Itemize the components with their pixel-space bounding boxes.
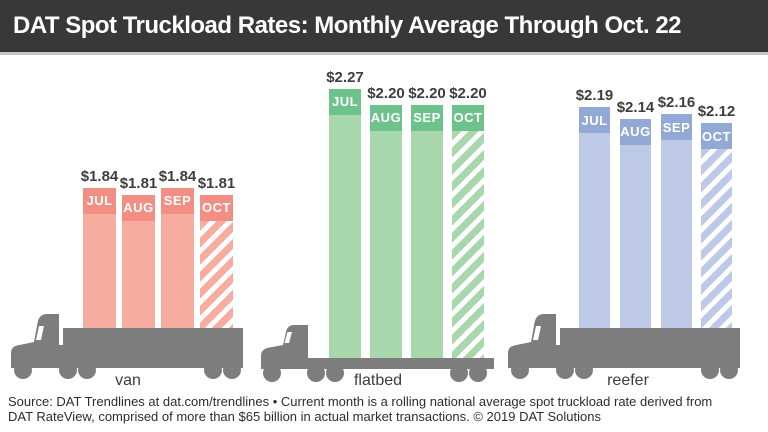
month-chip: SEP [161,187,194,214]
bar-value-label-flatbed-jul: $2.27 [326,68,364,86]
chart-group-reefer: $2.19 JUL $2.14 AUG $2.16 SEP $2.12 OCT [0,55,768,392]
bar-value-label-van-oct: $1.81 [197,174,236,192]
bar-body [661,140,692,334]
month-chip: JUL [579,107,610,134]
page-title: DAT Spot Truckload Rates: Monthly Averag… [13,12,682,39]
bar-value-label-van-sep: $1.84 [158,167,197,185]
bar-value-label-reefer-oct: $2.12 [697,103,736,121]
bar-body [329,114,361,360]
footnote-line-1: Source: DAT Trendlines at dat.com/trendl… [8,394,713,409]
month-chip: OCT [200,194,233,221]
month-chip: AUG [620,118,651,145]
group-label-reefer: reefer [607,372,649,389]
bar-van-sep: SEP [161,187,194,334]
bar-van-aug: AUG [122,194,155,334]
bar-value-label-van-jul: $1.84 [80,167,119,185]
month-chip: JUL [329,88,361,115]
reefer-truck-icon [505,304,745,384]
month-chip: JUL [83,187,116,214]
bar-value-label-reefer-aug: $2.14 [616,98,655,116]
bar-flatbed-jul: JUL [329,88,361,360]
month-chip: OCT [452,104,484,131]
bar-reefer-sep: SEP [661,114,692,334]
month-chip: AUG [370,104,402,131]
bar-chart: $1.84 JUL $1.81 AUG $1.84 SEP $1.81 OCT $2.27 JU… [0,55,768,392]
bar-body [620,144,651,334]
bar-reefer-aug: AUG [620,118,651,334]
bar-flatbed-sep: SEP [411,104,443,360]
group-label-flatbed: flatbed [353,372,403,389]
bar-reefer-oct: OCT [701,123,732,334]
month-chip: OCT [701,123,732,150]
month-chip: SEP [411,104,443,131]
chart-group-flatbed: $2.27 JUL $2.20 AUG $2.20 SEP $2.20 OCT [0,55,768,392]
bar-van-jul: JUL [83,187,116,334]
source-footnote: Source: DAT Trendlines at dat.com/trendl… [8,394,760,424]
bar-body [83,213,116,334]
flatbed-truck-icon [258,312,498,392]
bar-flatbed-oct: OCT [452,104,484,360]
header-bar: DAT Spot Truckload Rates: Monthly Averag… [0,0,768,52]
bar-body [579,133,610,334]
bar-value-label-van-aug: $1.81 [119,174,158,192]
bar-flatbed-aug: AUG [370,104,402,360]
header-divider [0,52,768,55]
bar-reefer-jul: JUL [579,107,610,334]
bar-value-label-reefer-jul: $2.19 [575,87,614,105]
group-label-van: van [115,372,141,389]
bar-value-label-flatbed-oct: $2.20 [449,84,487,102]
bar-body [161,213,194,334]
month-chip: AUG [122,194,155,221]
bar-value-label-flatbed-sep: $2.20 [408,84,446,102]
chart-group-van: $1.84 JUL $1.81 AUG $1.84 SEP $1.81 OCT [0,55,768,392]
van-truck-icon [8,304,248,384]
footnote-line-2: DAT RateView, comprised of more than $65… [8,409,601,424]
bar-body [122,220,155,334]
bar-body-hatched [701,149,732,334]
bar-value-label-flatbed-aug: $2.20 [367,84,405,102]
bar-body-hatched [452,130,484,360]
bar-body [370,130,402,360]
bar-van-oct: OCT [200,194,233,334]
bar-body [411,130,443,360]
bar-body-hatched [200,220,233,334]
month-chip: SEP [661,114,692,141]
bar-value-label-reefer-sep: $2.16 [657,94,696,112]
